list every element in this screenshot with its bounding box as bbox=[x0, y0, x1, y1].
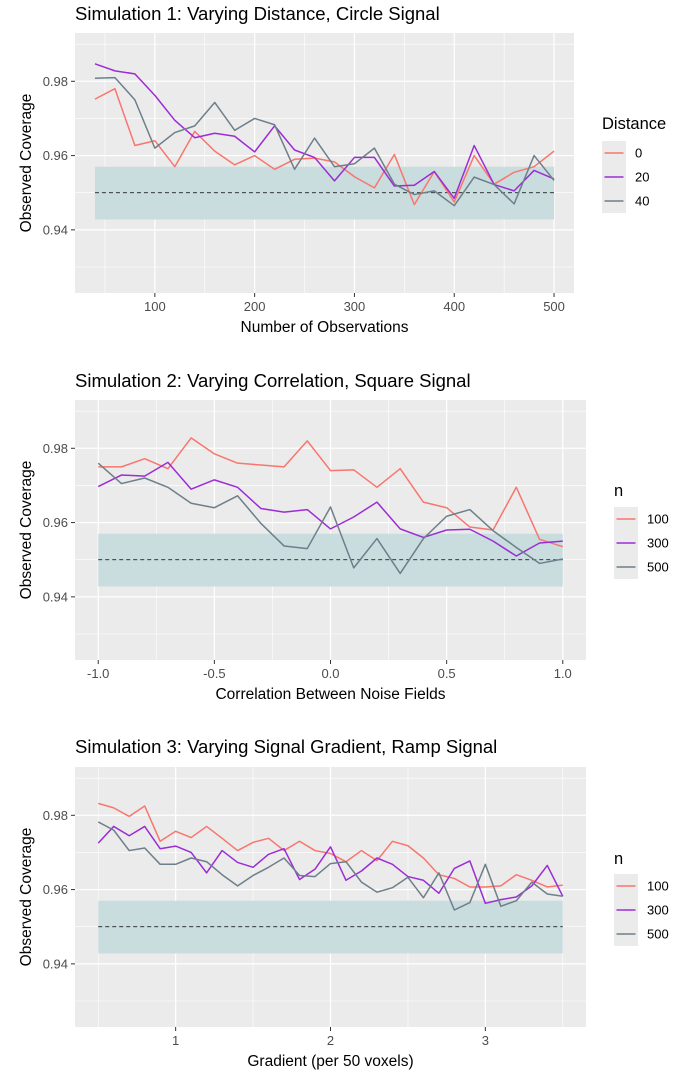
x-tick-label: 100 bbox=[144, 299, 166, 314]
x-axis-title: Gradient (per 50 voxels) bbox=[247, 1053, 413, 1070]
series-line-100 bbox=[98, 802, 563, 888]
y-tick-label: 0.98 bbox=[43, 441, 68, 456]
x-tick-label: 2 bbox=[327, 1033, 334, 1048]
nominal-coverage-band bbox=[94, 166, 555, 220]
legend-label: 300 bbox=[647, 536, 669, 551]
chart-3: 0.94 0.96 0.98 1 2 3 Simulation 3: Varying Sig… bbox=[18, 736, 669, 1070]
y-tick-label: 0.94 bbox=[43, 956, 68, 971]
series-line-0 bbox=[94, 87, 555, 206]
y-tick-label: 0.98 bbox=[43, 808, 68, 823]
x-tick-label: 300 bbox=[344, 299, 366, 314]
legend: n 100 300 500 bbox=[614, 482, 669, 579]
legend-label: 300 bbox=[647, 903, 669, 918]
y-axis-title: Observed Coverage bbox=[18, 828, 35, 967]
chart-2: 0.94 0.96 0.98 -1.0 -0.5 0.0 0.5 1.0 Simulation … bbox=[18, 370, 669, 703]
legend: n 100 300 500 bbox=[614, 850, 669, 946]
x-tick-label: 1.0 bbox=[554, 666, 572, 681]
y-axis-title: Observed Coverage bbox=[18, 94, 35, 233]
legend-label: 100 bbox=[647, 512, 669, 527]
series-line-300 bbox=[97, 461, 563, 557]
legend-title: n bbox=[614, 482, 623, 500]
series-line-40 bbox=[94, 76, 555, 207]
legend-label: 500 bbox=[647, 560, 669, 575]
chart-title: Simulation 3: Varying Signal Gradient, R… bbox=[75, 736, 497, 757]
x-tick-label: 1 bbox=[172, 1033, 179, 1048]
y-tick-label: 0.96 bbox=[43, 515, 68, 530]
y-axis-title: Observed Coverage bbox=[18, 461, 35, 600]
x-tick-label: 400 bbox=[443, 299, 465, 314]
panel-background bbox=[75, 33, 574, 293]
legend-label: 500 bbox=[647, 927, 669, 942]
series-line-300 bbox=[97, 825, 564, 905]
series-line-500 bbox=[97, 462, 563, 575]
x-tick-label: 0.0 bbox=[321, 666, 339, 681]
legend: Distance 0 20 40 bbox=[602, 115, 666, 213]
series-line-100 bbox=[98, 437, 563, 548]
chart-title: Simulation 1: Varying Distance, Circle S… bbox=[75, 3, 440, 24]
legend-label: 20 bbox=[635, 170, 649, 185]
chart-title: Simulation 2: Varying Correlation, Squar… bbox=[75, 370, 471, 391]
y-tick-label: 0.96 bbox=[43, 882, 68, 897]
x-tick-label: 200 bbox=[244, 299, 266, 314]
legend-label: 0 bbox=[635, 146, 642, 161]
series-line-20 bbox=[94, 63, 555, 200]
x-tick-label: 3 bbox=[482, 1033, 489, 1048]
legend-title: Distance bbox=[602, 115, 666, 133]
y-tick-label: 0.96 bbox=[43, 148, 68, 163]
x-tick-label: 0.5 bbox=[438, 666, 456, 681]
x-axis-title: Number of Observations bbox=[241, 319, 409, 336]
y-tick-label: 0.98 bbox=[43, 74, 68, 89]
x-axis-title: Correlation Between Noise Fields bbox=[215, 686, 445, 703]
legend-label: 40 bbox=[635, 194, 649, 209]
y-tick-label: 0.94 bbox=[43, 589, 68, 604]
x-tick-label: 500 bbox=[543, 299, 565, 314]
series-line-500 bbox=[97, 821, 563, 911]
legend-label: 100 bbox=[647, 879, 669, 894]
x-tick-label: -0.5 bbox=[203, 666, 225, 681]
legend-title: n bbox=[614, 850, 623, 868]
y-tick-label: 0.94 bbox=[43, 222, 68, 237]
x-tick-label: -1.0 bbox=[87, 666, 109, 681]
